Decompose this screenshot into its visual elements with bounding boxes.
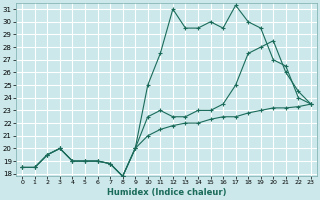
X-axis label: Humidex (Indice chaleur): Humidex (Indice chaleur): [107, 188, 226, 197]
